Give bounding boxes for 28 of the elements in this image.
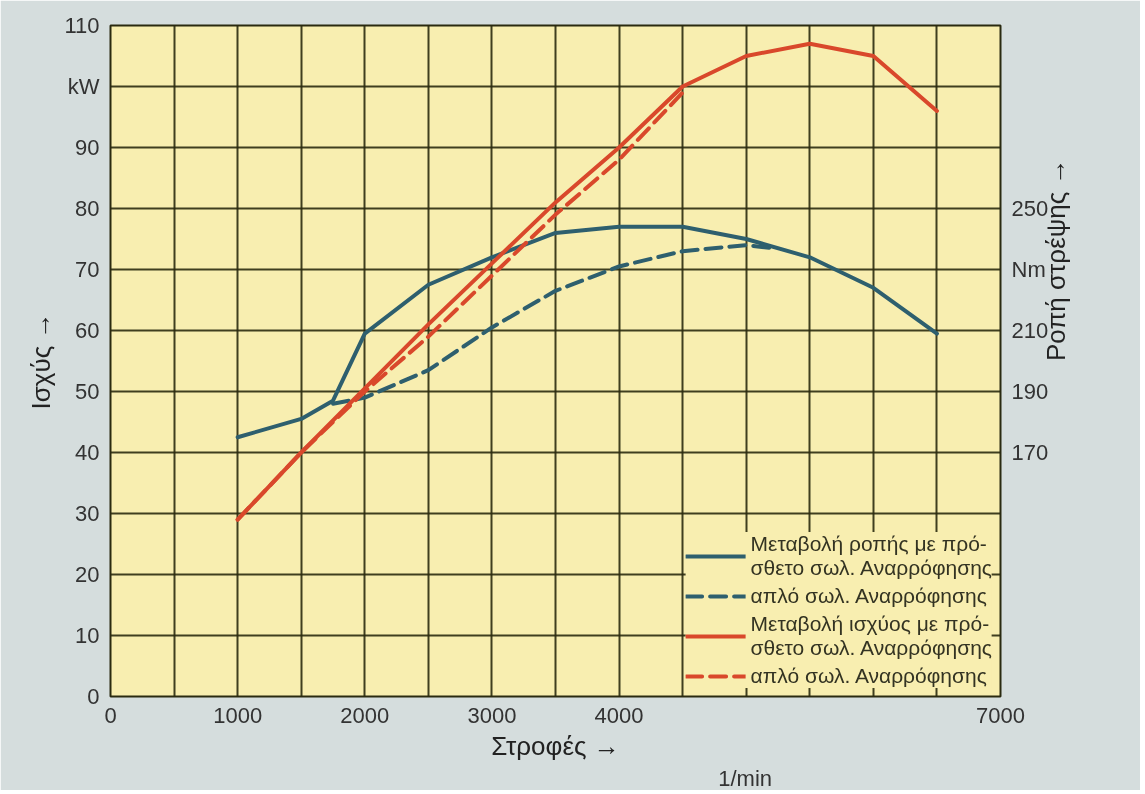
x-tick-label: 4000 <box>594 702 644 728</box>
y-tick-label: 50 <box>75 379 100 404</box>
x-axis-title: Στροφές → <box>491 730 620 761</box>
x-tick-label: 3000 <box>467 702 517 728</box>
y2-tick-label: 190 <box>1011 379 1049 404</box>
text: 1/min <box>718 765 773 791</box>
y-tick-label: 90 <box>75 135 100 160</box>
line-series <box>235 224 939 440</box>
y-tick-label: kW <box>67 74 100 99</box>
x-tick-label: 7000 <box>976 702 1025 728</box>
y-tick-label: 70 <box>75 257 100 282</box>
y2-tick-label: 170 <box>1011 440 1049 465</box>
y-tick-label: 110 <box>64 13 100 38</box>
y-tick-label: 0 <box>87 684 100 709</box>
y-tick-label: 30 <box>75 501 100 526</box>
y-axis-title: Ισχύς → <box>26 312 57 410</box>
line-series <box>331 243 774 406</box>
legend-label: απλό σωλ. Αναρρόφησης <box>750 584 987 608</box>
y-tick-label: 10 <box>75 623 100 648</box>
y-tick-label: 40 <box>75 440 100 465</box>
y2-tick-label: Nm <box>1011 257 1046 282</box>
y-tick-label: 60 <box>75 318 100 343</box>
y-tick-label: 20 <box>75 562 100 587</box>
y-tick-label: 80 <box>75 196 100 221</box>
x-tick-label: 2000 <box>340 702 390 728</box>
x-tick-label: 0 <box>104 702 117 728</box>
legend-label: απλό σωλ. Αναρρόφησης <box>750 664 987 688</box>
x-tick-label: 1000 <box>213 702 263 728</box>
